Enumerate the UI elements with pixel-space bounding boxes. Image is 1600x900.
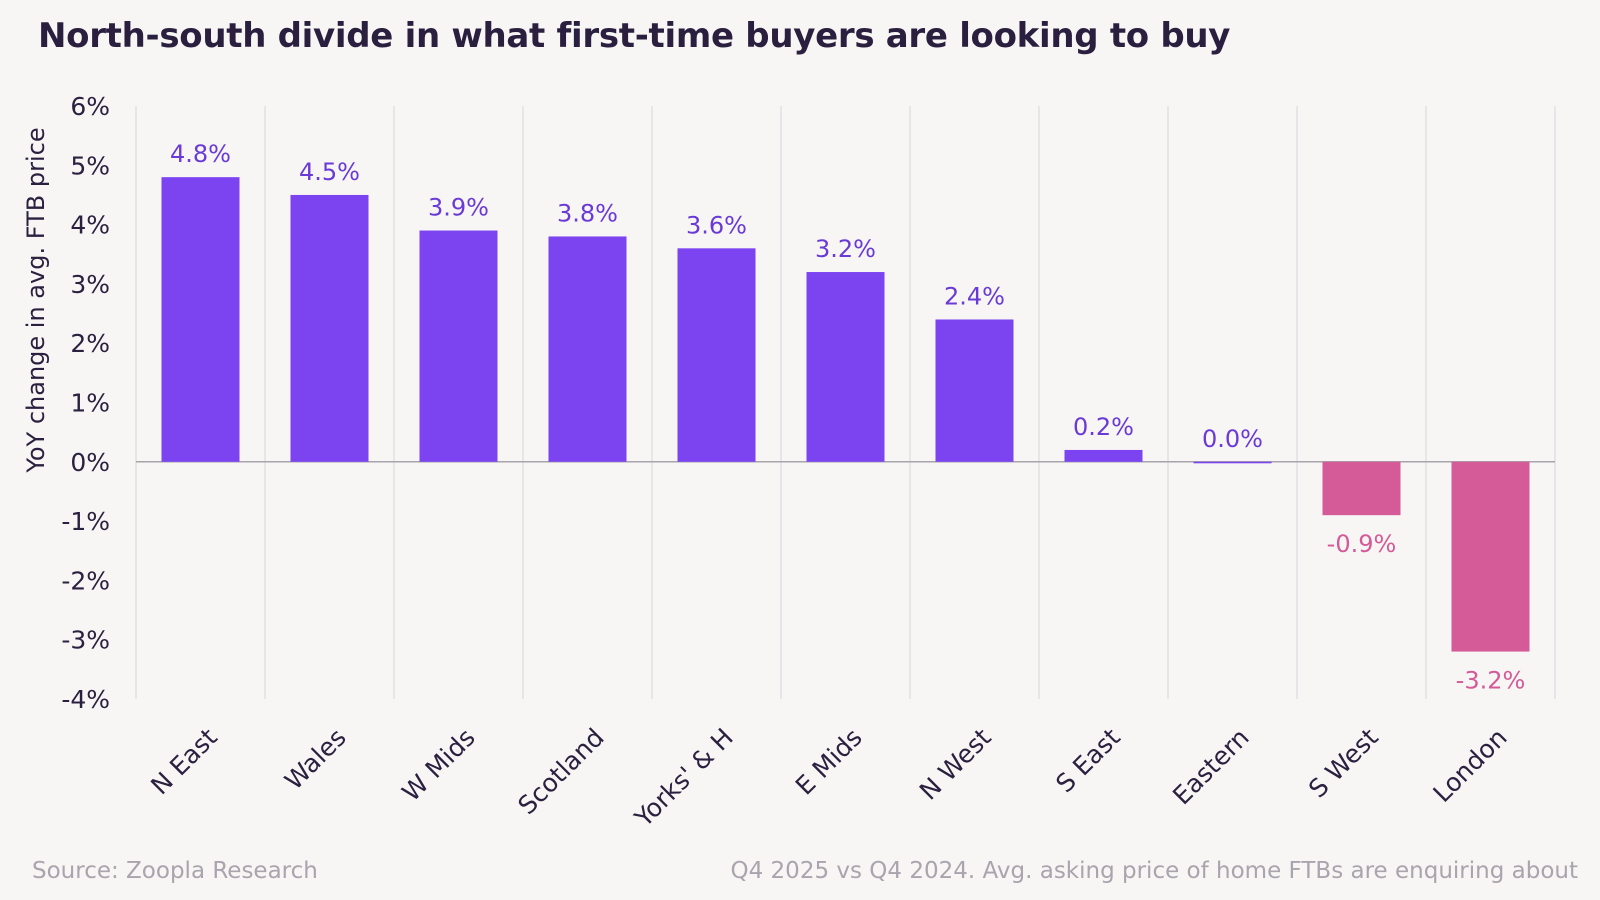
source-note: Source: Zoopla Research (32, 858, 318, 884)
x-tick-label: Eastern (1167, 723, 1255, 811)
bar-n-east (161, 177, 240, 462)
x-tick-labels-layer: N East Wales W Mids Scotland Yorks' & H E Mid… (145, 723, 1512, 834)
x-tick-label: Yorks' & H (628, 723, 738, 833)
y-tick-label: 6% (70, 92, 110, 121)
y-tick-label: 4% (70, 211, 110, 240)
data-label: 2.4% (944, 282, 1005, 310)
y-tick-label: 0% (70, 448, 110, 477)
x-tick-label: N West (914, 723, 997, 806)
data-label: -0.9% (1327, 530, 1397, 558)
bar-yorks-h (677, 248, 756, 462)
bar-n-west (935, 319, 1014, 462)
y-tick-label: -4% (61, 685, 110, 714)
data-label: 4.8% (170, 140, 231, 168)
y-tick-label: -1% (61, 507, 110, 536)
x-tick-label: W Mids (397, 723, 481, 807)
data-label: 0.0% (1202, 425, 1263, 453)
y-tick-label: 3% (70, 270, 110, 299)
grid-layer (135, 106, 1556, 699)
methodology-note: Q4 2025 vs Q4 2024. Avg. asking price of… (730, 858, 1579, 884)
bar-scotland (548, 236, 627, 462)
data-label: 4.5% (299, 158, 360, 186)
chart-title: North-south divide in what first-time bu… (38, 16, 1231, 56)
bar-wales (290, 194, 369, 462)
y-axis-label: YoY change in avg. FTB price (22, 127, 50, 473)
data-labels-layer: 4.8% 4.5% 3.9% 3.8% 3.6% 3.2% 2.4% 0.2% 0.0% -0.9… (170, 140, 1525, 694)
x-tick-label: London (1427, 723, 1512, 808)
x-tick-label: Wales (279, 723, 352, 796)
x-tick-label: S West (1303, 723, 1384, 804)
y-tick-label: 1% (70, 389, 110, 418)
bar-london (1451, 461, 1530, 652)
data-label: -3.2% (1456, 667, 1526, 695)
data-label: 3.8% (557, 199, 618, 227)
bar-e-mids (806, 272, 885, 462)
bar-s-west (1322, 461, 1401, 516)
data-label: 3.6% (686, 211, 747, 239)
data-label: 3.9% (428, 194, 489, 222)
y-tick-label: -2% (61, 566, 110, 595)
y-tick-labels-layer: 6% 5% 4% 3% 2% 1% 0% -1% -2% -3% -4% (61, 92, 110, 714)
x-tick-label: Scotland (512, 723, 609, 820)
bar-w-mids (419, 230, 498, 462)
bars-layer (161, 177, 1530, 652)
y-tick-label: -3% (61, 626, 110, 655)
x-tick-label: S East (1050, 723, 1126, 799)
bar-eastern (1193, 461, 1272, 464)
data-label: 3.2% (815, 235, 876, 263)
y-tick-label: 2% (70, 329, 110, 358)
data-label: 0.2% (1073, 413, 1134, 441)
x-tick-label: N East (145, 723, 223, 801)
bar-s-east (1064, 449, 1143, 462)
x-tick-label: E Mids (790, 723, 868, 801)
y-tick-label: 5% (70, 151, 110, 180)
